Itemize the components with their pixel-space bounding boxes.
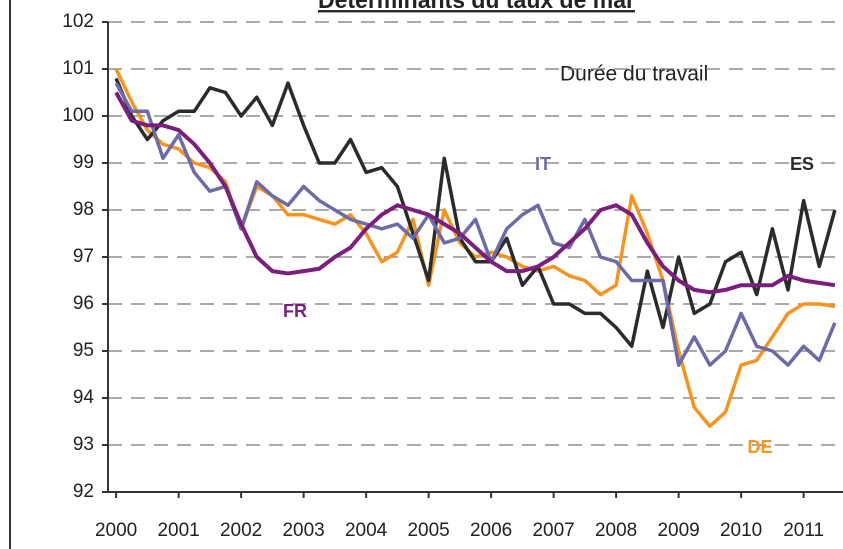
chart-title: Déterminants du taux de mar (318, 0, 635, 13)
x-tick-label: 2006 (470, 520, 512, 541)
x-tick-label: 2003 (282, 520, 324, 541)
x-tick-label: 2008 (595, 520, 637, 541)
y-tick-label: 96 (73, 293, 94, 314)
x-tick-label: 2001 (157, 520, 199, 541)
y-tick-label: 97 (73, 246, 94, 267)
x-tick-label: 2000 (95, 520, 137, 541)
x-tick-label: 2010 (720, 520, 762, 541)
y-tick-label: 98 (73, 199, 94, 220)
y-tick-label: 93 (73, 434, 94, 455)
y-tick-label: 100 (62, 105, 94, 126)
legend-label: ES (790, 154, 814, 174)
y-tick-label: 92 (73, 481, 94, 502)
x-tick-label: 2004 (345, 520, 388, 541)
y-tick-label: 101 (62, 58, 94, 79)
series-line (114, 91, 836, 295)
legend-label: DE (747, 437, 772, 457)
y-tick-label: 94 (73, 387, 95, 408)
x-tick-label: 2005 (407, 520, 449, 541)
x-tick-label: 2009 (657, 520, 699, 541)
legend-label: IT (535, 154, 551, 174)
series-line (114, 77, 837, 349)
series-line (114, 82, 837, 367)
x-tick-label: 2007 (532, 520, 574, 541)
y-tick-label: 99 (73, 152, 94, 173)
legend-label: FR (283, 301, 307, 321)
y-tick-label: 102 (62, 11, 94, 32)
x-tick-label: 2011 (783, 520, 824, 541)
y-tick-label: 95 (73, 340, 94, 361)
annotation: Durée du travail (560, 63, 708, 86)
x-tick-label: 2002 (220, 520, 262, 541)
